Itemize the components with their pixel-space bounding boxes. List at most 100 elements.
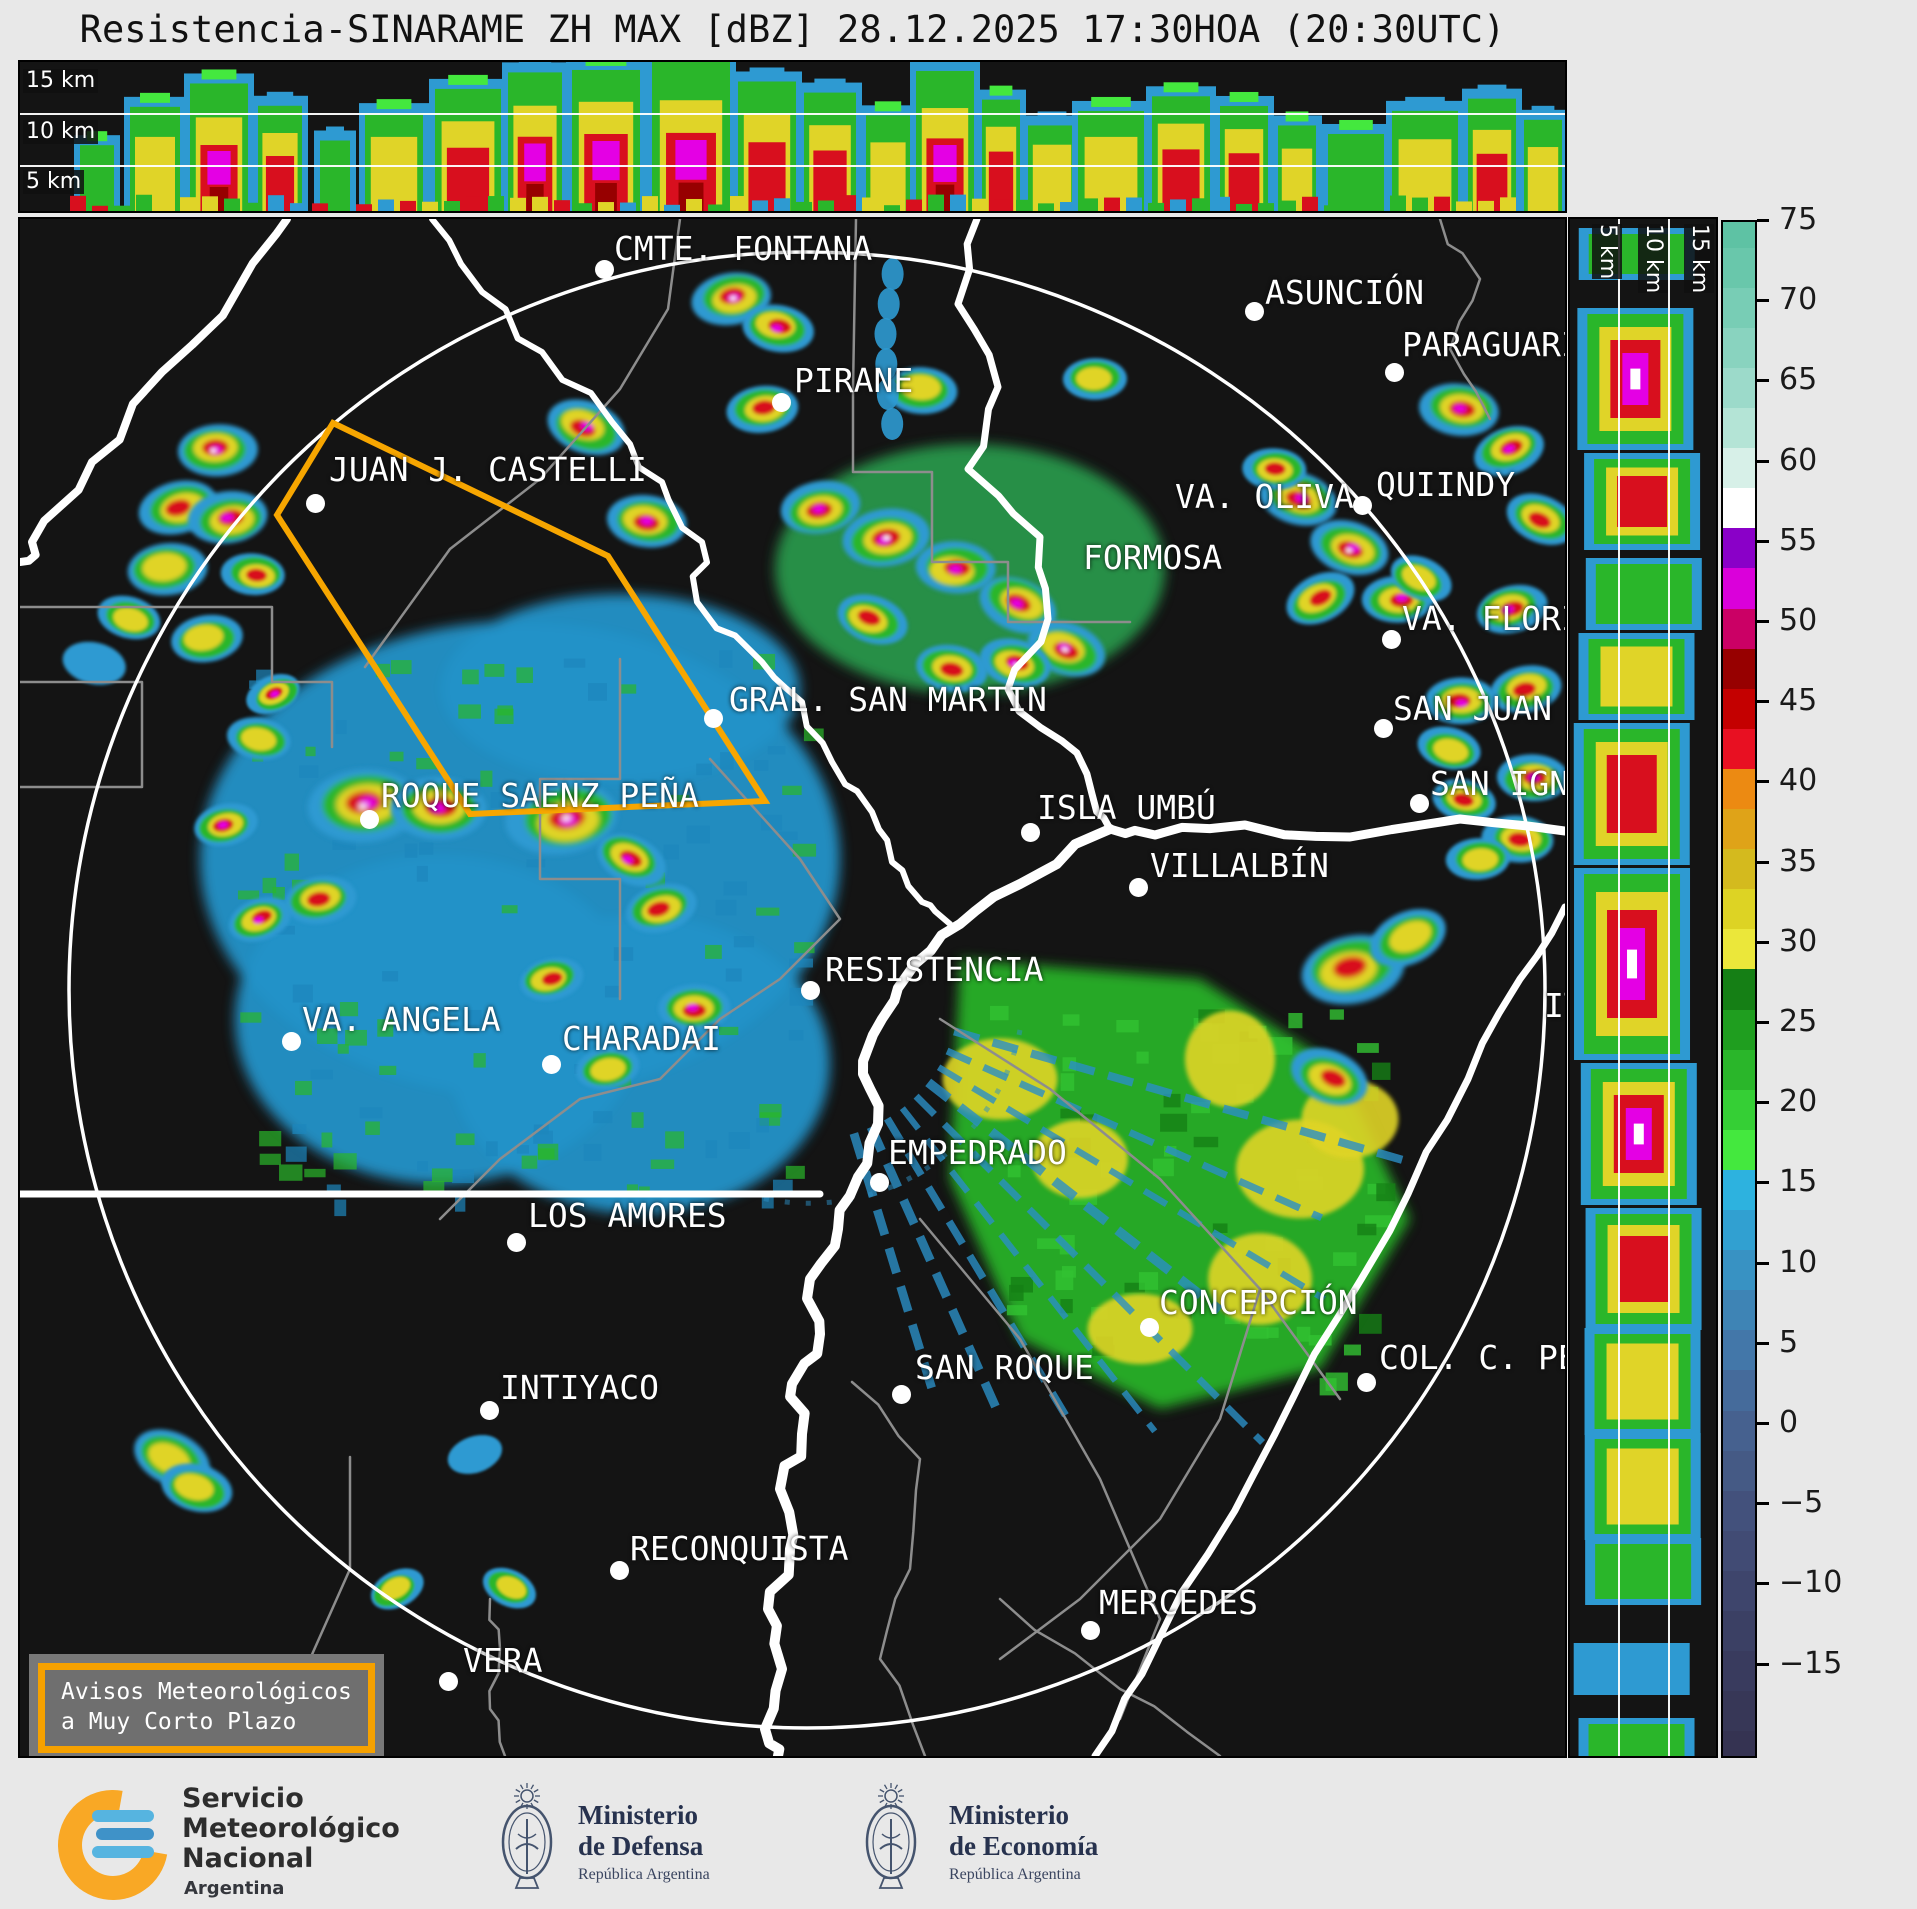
smn-line-3: Nacional — [182, 1843, 314, 1875]
city-dot — [439, 1672, 458, 1691]
colorbar-band — [1723, 568, 1755, 610]
city-label: EMPEDRADO — [888, 1133, 1067, 1172]
city-label: RECONQUISTA — [630, 1529, 849, 1568]
city-label: IT — [1544, 986, 1565, 1025]
city-label: VA. FLORIDA — [1402, 599, 1565, 638]
colorbar-tick-mark — [1757, 620, 1769, 623]
city-dot — [1081, 1621, 1100, 1640]
city-dot — [595, 260, 614, 279]
colorbar-tick-label: −5 — [1779, 1485, 1824, 1521]
colorbar-tick-mark — [1757, 860, 1769, 864]
colorbar-band — [1723, 327, 1755, 369]
radar-map-panel: CMTE. FONTANA ASUNCIÓN PARAGUARÍ PIRANE JUAN… — [18, 217, 1567, 1758]
smn-wordmark: Servicio Meteorológico Nacional — [182, 1783, 400, 1875]
side-cross-section-echoes — [1573, 228, 1702, 1756]
colorbar-band — [1723, 1530, 1755, 1572]
colorbar-tick-mark — [1757, 1181, 1769, 1185]
defensa-line-1: Ministerio — [578, 1800, 698, 1830]
economia-line-2: de Economía — [949, 1831, 1099, 1862]
colorbar-band — [1723, 1570, 1755, 1613]
colorbar-band — [1723, 528, 1755, 570]
altitude-gridline-10km — [20, 113, 1565, 115]
radar-map-graphics — [20, 219, 1565, 1756]
altitude-label-10km-v: 10 km — [1638, 224, 1669, 294]
colorbar-tick-label: 40 — [1779, 763, 1818, 799]
side-cross-section-panel: 5 km 10 km 15 km — [1568, 217, 1718, 1758]
city-dot — [507, 1233, 526, 1252]
colorbar-tick-label: 65 — [1779, 362, 1818, 398]
city-dot — [892, 1385, 911, 1404]
colorbar-tick-label: 75 — [1779, 202, 1818, 237]
city-label: CMTE. FONTANA — [614, 229, 873, 268]
city-label: PARAGUARÍ — [1402, 325, 1567, 364]
warning-box: Avisos Meteorológicos a Muy Corto Plazo — [29, 1654, 384, 1756]
colorbar-tick-label: 30 — [1779, 923, 1818, 959]
colorbar-band — [1723, 1651, 1755, 1693]
economia-caption: República Argentina — [949, 1866, 1081, 1884]
city-dot — [306, 494, 325, 513]
city-dot — [1374, 719, 1393, 738]
colorbar-tick-label: 5 — [1779, 1324, 1799, 1360]
colorbar-band — [1723, 1490, 1755, 1532]
defensa-line-2: de Defensa — [578, 1831, 704, 1862]
colorbar-band — [1723, 608, 1755, 650]
footer: Servicio Meteorológico Nacional Argentin… — [0, 1762, 1917, 1909]
city-dot — [1021, 823, 1040, 842]
economia-coat-of-arms-icon — [865, 1783, 917, 1889]
altitude-gridline-5km-v — [1618, 219, 1620, 1756]
colorbar-band — [1723, 768, 1755, 811]
altitude-gridline-5km — [20, 165, 1565, 167]
city-label: PIRANE — [794, 361, 914, 400]
colorbar-band — [1723, 929, 1755, 971]
city-dot — [870, 1173, 889, 1192]
colorbar-tick-label: −10 — [1779, 1565, 1843, 1601]
city-label: SAN IGNACIO — [1430, 764, 1567, 803]
colorbar-band — [1723, 1691, 1755, 1733]
colorbar-band — [1723, 1611, 1755, 1653]
colorbar-tick-mark — [1757, 1261, 1769, 1265]
colorbar-band — [1723, 969, 1755, 1011]
city-label: SAN JUAN B — [1393, 689, 1552, 728]
smn-wave-icon — [96, 1828, 154, 1840]
colorbar-tick-mark — [1757, 700, 1769, 704]
colorbar-tick-label: 25 — [1779, 1004, 1818, 1039]
colorbar-tick-mark — [1757, 1422, 1769, 1425]
smn-wave-icon — [92, 1846, 154, 1858]
colorbar-band — [1723, 1250, 1755, 1292]
city-label: ASUNCIÓN — [1265, 273, 1424, 312]
city-dot — [480, 1401, 499, 1420]
colorbar-tick-label: 15 — [1779, 1164, 1818, 1200]
colorbar-band — [1723, 1410, 1755, 1452]
colorbar-band — [1723, 488, 1755, 530]
colorbar-tick-mark — [1757, 1341, 1769, 1345]
city-dot — [610, 1561, 629, 1580]
smn-line-2: Meteorológico — [182, 1813, 400, 1845]
city-label: INTIYACO — [500, 1368, 659, 1407]
defensa-wordmark: Ministerio de Defensa República Argentin… — [578, 1800, 710, 1884]
colorbar-tick-mark — [1757, 379, 1769, 383]
colorbar-band — [1723, 1290, 1755, 1332]
altitude-label-10km: 10 km — [23, 119, 99, 145]
altitude-label-15km: 15 km — [23, 68, 99, 94]
colorbar-band — [1723, 1089, 1755, 1131]
defensa-coat-of-arms-icon — [501, 1783, 553, 1889]
smn-line-1: Servicio — [182, 1783, 304, 1814]
city-dot — [1357, 1373, 1376, 1392]
altitude-label-15km-v: 15 km — [1684, 224, 1715, 294]
colorbar-band — [1723, 1330, 1755, 1372]
altitude-gridline-10km-v — [1668, 219, 1670, 1756]
page-title: Resistencia-SINARAME ZH MAX [dBZ] 28.12.… — [79, 8, 1506, 51]
city-dot — [1140, 1318, 1159, 1337]
colorbar-band — [1723, 1450, 1755, 1492]
city-label: JUAN J. CASTELLI — [329, 450, 647, 489]
colorbar-tick-mark — [1757, 539, 1769, 543]
city-dot — [704, 709, 723, 728]
colorbar-tick-label: 20 — [1779, 1084, 1818, 1120]
city-label: SAN ROQUE — [915, 1348, 1094, 1387]
city-label: GRAL. SAN MARTIN — [729, 680, 1047, 719]
colorbar-tick-mark — [1757, 1101, 1769, 1105]
city-dot — [542, 1055, 561, 1074]
city-label: QUIINDY — [1376, 465, 1516, 504]
colorbar-band — [1723, 1129, 1755, 1171]
city-label: MERCEDES — [1099, 1583, 1258, 1622]
